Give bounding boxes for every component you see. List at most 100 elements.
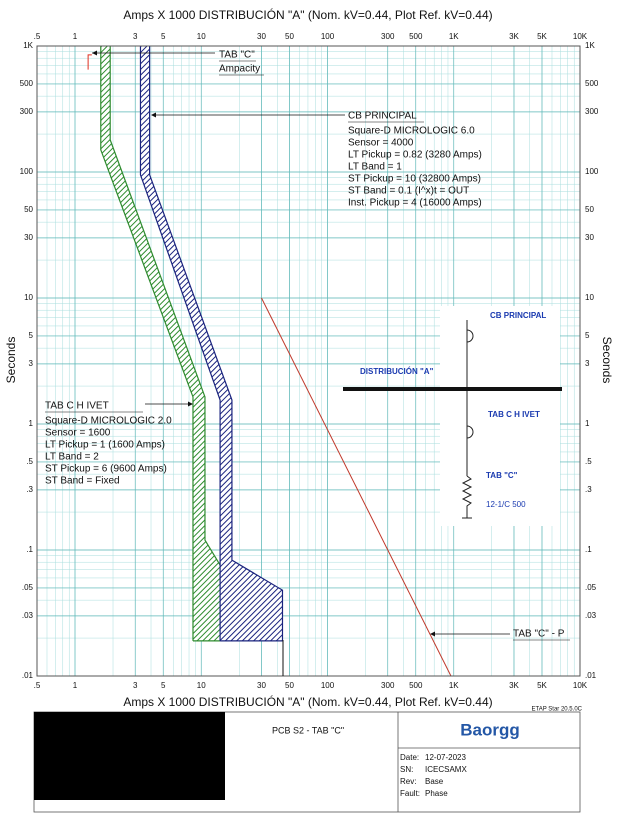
y-tick-label: .03: [585, 611, 597, 620]
y-tick-label: .01: [22, 671, 34, 680]
x-tick-label: 500: [409, 681, 423, 690]
annotation-title: TAB "C": [219, 50, 255, 61]
x-tick-label: 100: [321, 681, 335, 690]
band-fill: [100, 46, 221, 641]
x-tick-label: 3: [133, 32, 138, 41]
x-tick-label: 10: [197, 681, 206, 690]
tab-ivet-annotation: TAB C H IVET Square-D MICROLOGIC 2.0 Sen…: [45, 401, 193, 487]
x-tick-label: 5: [161, 681, 166, 690]
software-label: ETAP Star 20.5.0C: [532, 707, 583, 713]
x-tick-label: 5K: [537, 681, 547, 690]
field-label: SN:: [400, 765, 413, 774]
annotation-line: ST Band = Fixed: [45, 476, 120, 487]
breaker-label: TAB C H IVET: [488, 410, 540, 419]
annotation-line: Inst. Pickup = 4 (16000 Amps): [348, 198, 482, 209]
annotation-line: Sensor = 1600: [45, 428, 111, 439]
y-tick-label: 50: [24, 205, 33, 214]
y-tick-label: 30: [24, 233, 33, 242]
y-tick-label: 50: [585, 205, 594, 214]
x-tick-label: 30: [257, 32, 266, 41]
y-tick-label: .1: [585, 545, 592, 554]
x-tick-label: .5: [34, 681, 41, 690]
annotation-line: Ampacity: [219, 64, 260, 75]
y-tick-label: 100: [585, 167, 599, 176]
y-tick-label: 1K: [585, 41, 595, 50]
x-tick-label: 3K: [509, 32, 519, 41]
x-tick-label: 10K: [573, 32, 588, 41]
grid: [36, 45, 581, 677]
band-edge: [139, 46, 221, 641]
y-tick-label: .05: [585, 583, 597, 592]
y-tick-label: 1K: [23, 41, 33, 50]
x-tick-label: 5: [161, 32, 166, 41]
cable-label: TAB "C": [486, 471, 518, 480]
ampacity-annotation: TAB "C" Ampacity: [92, 50, 264, 76]
band-edge: [100, 46, 194, 641]
y-tick-label: 5: [585, 331, 590, 340]
curves: [87, 46, 452, 676]
annotation-title: TAB C H IVET: [45, 401, 109, 412]
y-tick-label: 1: [585, 419, 590, 428]
drawing-name: PCB S2 - TAB "C": [272, 725, 344, 735]
x-tick-label: 1K: [449, 681, 459, 690]
y-axis-label: Seconds: [4, 337, 18, 384]
band-edge: [149, 46, 284, 641]
y-tick-label: 300: [585, 107, 599, 116]
field-label: Date:: [400, 753, 419, 762]
y-tick-label: 5: [29, 331, 34, 340]
one-line-diagram: CB PRINCIPAL DISTRIBUCIÓN "A" TAB C H IV…: [343, 306, 562, 526]
x-tick-label: 1: [73, 681, 78, 690]
x-tick-label: 3: [133, 681, 138, 690]
logo: Baorgg: [460, 720, 520, 739]
x-tick-label: 100: [321, 32, 335, 41]
y-tick-label: .5: [585, 457, 592, 466]
x-tick-label: 500: [409, 32, 423, 41]
annotation-line: Square-D MICROLOGIC 6.0: [348, 126, 475, 137]
tab-c-p-annotation: TAB "C" - P: [430, 629, 570, 641]
chart-title-bottom: Amps X 1000 DISTRIBUCIÓN "A" (Nom. kV=0.…: [123, 694, 492, 709]
y-tick-label: 300: [20, 107, 34, 116]
title-block: ETAP Star 20.5.0C PCB S2 - TAB "C" Baorg…: [33, 707, 583, 813]
cable-size: 12-1/C 500: [486, 500, 526, 509]
annotation-title: CB PRINCIPAL: [348, 111, 417, 122]
field-label: Fault:: [400, 789, 420, 798]
annotation-line: Square-D MICROLOGIC 2.0: [45, 416, 172, 427]
annotation-line: LT Pickup = 1 (1600 Amps): [45, 440, 165, 451]
curve: [261, 297, 452, 676]
x-tick-label: 10K: [573, 681, 588, 690]
y-tick-label: .05: [22, 583, 34, 592]
y-tick-label: .5: [26, 457, 33, 466]
y-axis-label-right: Seconds: [600, 337, 614, 384]
breaker-label: CB PRINCIPAL: [490, 311, 546, 320]
x-tick-label: .5: [34, 32, 41, 41]
y-tick-label: .3: [26, 485, 33, 494]
y-tick-label: 500: [585, 79, 599, 88]
annotation-title: TAB "C" - P: [513, 629, 565, 640]
y-tick-label: 500: [20, 79, 34, 88]
cb-principal-annotation: CB PRINCIPAL Square-D MICROLOGIC 6.0 Sen…: [151, 111, 482, 209]
plot-frame: [36, 45, 581, 677]
chart-title: Amps X 1000 DISTRIBUCIÓN "A" (Nom. kV=0.…: [123, 7, 492, 22]
x-tick-label: 1: [73, 32, 78, 41]
y-tick-label: 10: [585, 293, 594, 302]
bus-label: DISTRIBUCIÓN "A": [360, 367, 434, 376]
annotation-line: ST Pickup = 10 (32800 Amps): [348, 174, 481, 185]
y-tick-label: 10: [24, 293, 33, 302]
y-tick-label: 3: [585, 359, 590, 368]
annotation-line: ST Pickup = 6 (9600 Amps): [45, 464, 167, 475]
annotation-line: Sensor = 4000: [348, 138, 414, 149]
y-tick-label: 30: [585, 233, 594, 242]
curve: [87, 54, 92, 70]
y-tick-label: .3: [585, 485, 592, 494]
field-value: Base: [425, 777, 444, 786]
x-tick-label: 30: [257, 681, 266, 690]
annotation-line: ST Band = 0.1 (I^x)t = OUT: [348, 186, 469, 197]
annotation-line: LT Pickup = 0.82 (3280 Amps): [348, 150, 482, 161]
y-tick-label: .03: [22, 611, 34, 620]
y-tick-label: 3: [29, 359, 34, 368]
x-tick-label: 50: [285, 32, 294, 41]
field-value: ICECSAMX: [425, 765, 467, 774]
y-tick-label: .01: [585, 671, 597, 680]
field-value: 12-07-2023: [425, 753, 466, 762]
